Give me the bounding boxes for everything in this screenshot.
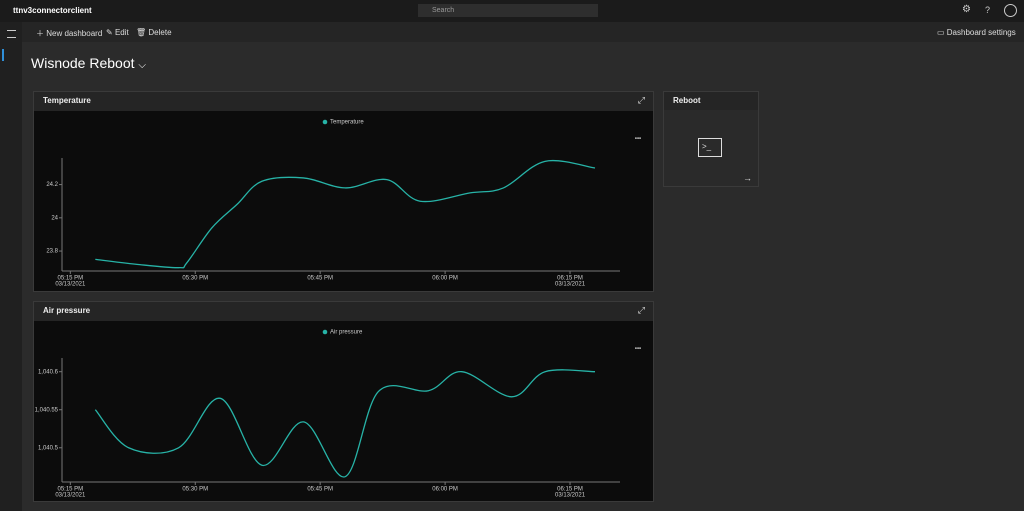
x-tick-label: 03/13/2021	[55, 493, 86, 499]
x-tick-label: 03/13/2021	[555, 282, 586, 288]
x-tick-label: 06:00 PM	[432, 276, 458, 282]
y-tick-label: 1,040.5	[38, 445, 59, 451]
y-tick-label: 24	[51, 215, 58, 221]
legend-dot	[323, 120, 328, 125]
y-tick-label: 23.8	[46, 249, 58, 255]
x-tick-label: 06:00 PM	[432, 487, 458, 493]
legend-label: Air pressure	[330, 330, 363, 336]
y-tick-label: 24.2	[46, 182, 58, 188]
more-menu: •••	[635, 137, 641, 143]
series-line	[95, 161, 595, 268]
series-line	[95, 370, 595, 477]
legend-dot	[323, 330, 328, 335]
more-menu: •••	[635, 347, 641, 353]
x-tick-label: 03/13/2021	[55, 282, 86, 288]
legend-label: Temperature	[330, 120, 364, 126]
y-tick-label: 1,040.55	[35, 407, 59, 413]
y-tick-label: 1,040.6	[38, 369, 59, 375]
x-tick-label: 05:30 PM	[182, 276, 208, 282]
x-tick-label: 05:45 PM	[307, 276, 333, 282]
x-tick-label: 03/13/2021	[555, 493, 586, 499]
x-tick-label: 05:30 PM	[182, 487, 208, 493]
x-tick-label: 05:45 PM	[307, 487, 333, 493]
